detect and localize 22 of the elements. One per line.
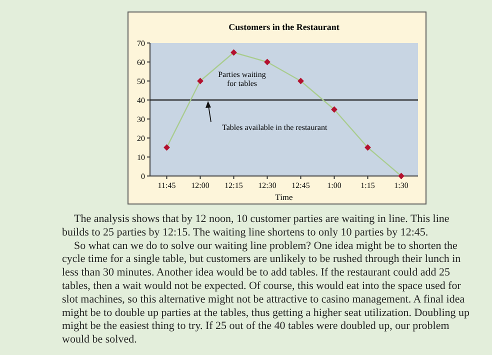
y-tick-label: 60 — [137, 58, 145, 67]
x-tick-label: 1:15 — [360, 181, 375, 190]
y-tick-label: 30 — [137, 115, 145, 124]
y-tick-label: 50 — [137, 77, 145, 86]
y-tick-label: 20 — [137, 134, 145, 143]
x-tick-label: 12:45 — [292, 181, 310, 190]
x-axis-title: Time — [275, 192, 294, 202]
text: So what can we do to solve our waiting line problem? One idea might be to shorten the cycle time for a single table, but customers are unlikely to be rushed through their lunch in less than 30 minutes. Another idea would be to add tables. If the restaurant could add 25 tables, then a wait would not be expected. Of course, this would eat into the space used for slot machines, so this alternative might not be attractive to casino management. A final idea might be to double up parties at the tables, thus getting a higher seat utilization. Doubling up might be the easiest thing to try. If 25 out of the 40 tables were doubled up, our problem would be solved. — [62, 240, 470, 346]
text: The analysis shows that by 12 noon, 10 customer parties are waiting in line. This line builds to 25 parties by 12:15. The waiting line shortens to only 10 parties by 12:45. — [62, 213, 450, 238]
y-tick-label: 0 — [141, 172, 145, 181]
x-tick-label: 1:00 — [327, 181, 342, 190]
x-tick-label: 1:30 — [394, 181, 408, 190]
x-tick-label: 11:45 — [158, 181, 176, 190]
y-tick-label: 10 — [137, 153, 145, 162]
ref-line-label: Tables available in the restaurant — [222, 123, 328, 132]
chart-title: Customers in the Restaurant — [228, 22, 340, 32]
y-tick-label: 40 — [137, 96, 145, 105]
annotation: Parties waiting for tables — [218, 70, 266, 88]
x-tick-label: 12:15 — [224, 181, 243, 190]
x-tick-label: 12:30 — [258, 181, 276, 190]
y-tick-label: 70 — [137, 39, 145, 48]
x-tick-label: 12:00 — [191, 181, 210, 190]
